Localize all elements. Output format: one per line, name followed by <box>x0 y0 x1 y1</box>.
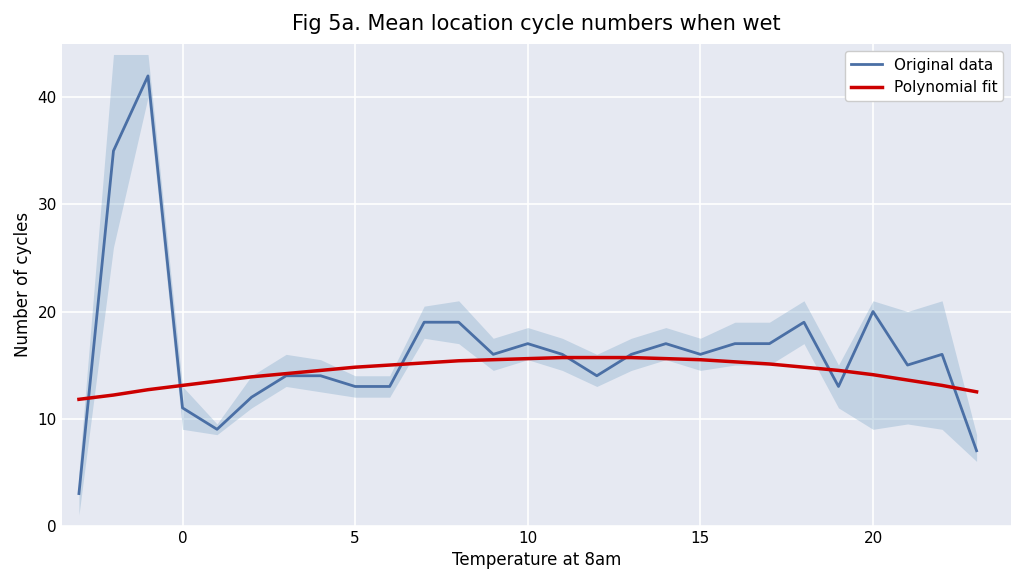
Polynomial fit <box>971 388 983 395</box>
Original data <box>211 426 223 433</box>
Original data <box>694 351 706 358</box>
Original data <box>487 351 499 358</box>
Original data <box>108 147 120 154</box>
Polynomial fit <box>108 392 120 399</box>
Line: Original data: Original data <box>79 76 977 494</box>
Polynomial fit <box>418 359 430 366</box>
Polynomial fit <box>660 355 672 362</box>
Polynomial fit <box>315 367 327 374</box>
Polynomial fit <box>73 396 85 403</box>
Original data <box>764 340 776 347</box>
Polynomial fit <box>453 357 465 364</box>
Original data <box>141 72 154 79</box>
Polynomial fit <box>625 354 638 361</box>
Original data <box>418 319 430 326</box>
Original data <box>867 308 879 315</box>
Original data <box>176 405 189 412</box>
Polynomial fit <box>694 356 706 363</box>
Original data <box>348 383 361 390</box>
Original data <box>729 340 741 347</box>
Y-axis label: Number of cycles: Number of cycles <box>14 212 32 357</box>
Original data <box>590 373 603 380</box>
Polynomial fit <box>832 367 845 374</box>
X-axis label: Temperature at 8am: Temperature at 8am <box>452 551 621 569</box>
Polynomial fit <box>487 356 499 363</box>
Original data <box>901 361 913 368</box>
Polynomial fit <box>901 377 913 384</box>
Polynomial fit <box>211 378 223 385</box>
Polynomial fit <box>729 359 741 366</box>
Original data <box>832 383 845 390</box>
Title: Fig 5a. Mean location cycle numbers when wet: Fig 5a. Mean location cycle numbers when… <box>292 14 781 34</box>
Original data <box>73 490 85 497</box>
Original data <box>557 351 569 358</box>
Polynomial fit <box>280 370 292 377</box>
Polynomial fit <box>348 364 361 371</box>
Polynomial fit <box>557 354 569 361</box>
Legend: Original data, Polynomial fit: Original data, Polynomial fit <box>845 51 1003 101</box>
Polynomial fit <box>590 354 603 361</box>
Original data <box>936 351 948 358</box>
Original data <box>971 447 983 454</box>
Line: Polynomial fit: Polynomial fit <box>79 357 977 399</box>
Original data <box>383 383 396 390</box>
Polynomial fit <box>141 386 154 393</box>
Original data <box>315 373 327 380</box>
Original data <box>797 319 810 326</box>
Polynomial fit <box>867 371 879 378</box>
Polynomial fit <box>245 373 257 380</box>
Polynomial fit <box>383 361 396 368</box>
Original data <box>522 340 534 347</box>
Polynomial fit <box>176 382 189 389</box>
Original data <box>625 351 638 358</box>
Original data <box>453 319 465 326</box>
Polynomial fit <box>764 360 776 367</box>
Polynomial fit <box>797 364 810 371</box>
Original data <box>245 394 257 401</box>
Polynomial fit <box>936 382 948 389</box>
Polynomial fit <box>522 355 534 362</box>
Original data <box>280 373 292 380</box>
Original data <box>660 340 672 347</box>
